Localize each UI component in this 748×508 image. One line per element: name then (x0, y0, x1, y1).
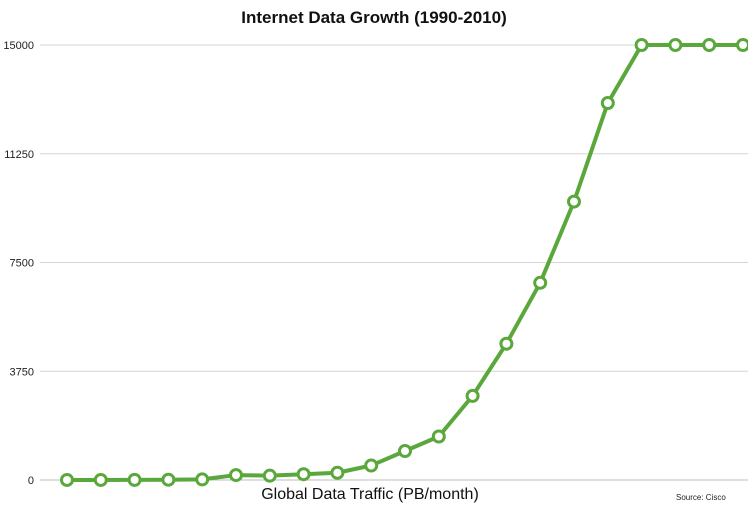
data-point (736, 38, 748, 52)
data-point (398, 444, 412, 458)
y-tick-label: 7500 (10, 258, 34, 270)
data-point (161, 472, 176, 487)
data-point (465, 388, 480, 403)
y-tick-label: 15000 (3, 40, 34, 52)
data-point (567, 194, 581, 209)
data-point (702, 38, 717, 52)
y-axis-ticks: 0 3750 7500 11250 15000 (3, 40, 34, 487)
data-point (634, 38, 649, 52)
data-points (60, 38, 748, 487)
data-point (330, 465, 345, 480)
chart-title: Internet Data Growth (1990-2010) (241, 8, 507, 27)
data-point (229, 468, 243, 483)
data-point (60, 472, 74, 487)
y-tick-label: 11250 (4, 149, 34, 161)
data-point (127, 472, 142, 487)
data-point (600, 96, 615, 110)
y-tick-label: 0 (28, 475, 34, 487)
data-point (262, 468, 277, 483)
data-point (668, 38, 683, 52)
data-point (533, 275, 548, 290)
grid-lines (40, 44, 748, 481)
data-point (93, 472, 108, 487)
x-axis-label: Global Data Traffic (PB/month) (261, 486, 479, 503)
data-point (364, 458, 379, 473)
source-note: Source: Cisco (676, 493, 726, 502)
data-point (431, 429, 446, 444)
data-point (499, 336, 514, 351)
y-tick-label: 3750 (10, 366, 34, 378)
data-point (296, 467, 311, 482)
data-point (195, 472, 210, 487)
